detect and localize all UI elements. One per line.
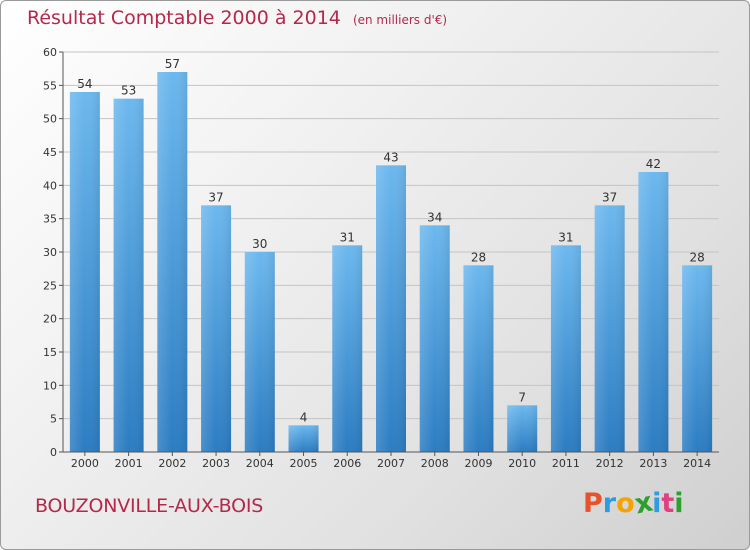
y-tick-label: 60 <box>43 46 57 59</box>
x-tick-label: 2007 <box>377 457 405 470</box>
x-tick-label: 2012 <box>596 457 624 470</box>
y-tick-label: 45 <box>43 146 57 159</box>
bar-value-label: 53 <box>121 84 136 98</box>
logo-letter: i <box>652 488 662 519</box>
bar-value-label: 31 <box>558 230 573 244</box>
bar-value-label: 28 <box>471 250 486 264</box>
logo-letter: P <box>583 488 603 519</box>
bar-value-label: 54 <box>77 77 92 91</box>
y-tick-label: 20 <box>43 313 57 326</box>
y-tick-label: 15 <box>43 346 57 359</box>
x-tick-label: 2008 <box>421 457 449 470</box>
bar-value-label: 4 <box>300 410 308 424</box>
y-tick-label: 0 <box>50 446 57 459</box>
x-tick-label: 2002 <box>158 457 186 470</box>
bar-value-label: 57 <box>165 57 180 71</box>
bar-shine-2012 <box>594 205 625 452</box>
bar-shine-2002 <box>157 72 188 452</box>
chart-title: Résultat Comptable 2000 à 2014 (en milli… <box>27 7 447 29</box>
bar-value-label: 30 <box>252 237 267 251</box>
bar-value-label: 42 <box>646 157 661 171</box>
x-tick-label: 2014 <box>683 457 711 470</box>
y-tick-label: 35 <box>43 213 57 226</box>
bar-shine-2000 <box>69 92 100 452</box>
chart-title-text: Résultat Comptable 2000 à 2014 <box>27 7 341 29</box>
y-tick-label: 40 <box>43 179 57 192</box>
bar-shine-2004 <box>244 252 275 452</box>
bar-shine-2007 <box>376 165 406 453</box>
logo-letter: t <box>661 488 675 519</box>
bars-layer: 54 53 57 37 30 4 31 43 34 28 7 31 37 42 28 <box>69 57 713 453</box>
x-tick-label: 2013 <box>639 457 667 470</box>
bar-shine-2001 <box>113 98 144 453</box>
bar-shine-2005 <box>288 425 319 452</box>
bar-value-label: 43 <box>383 150 398 164</box>
axis-layer: 0 5 10 15 20 25 30 35 40 45 50 55 60 2000 2001 2002 2003… <box>43 46 719 470</box>
x-tick-label: 2011 <box>552 457 580 470</box>
bar-shine-2011 <box>550 245 581 452</box>
x-tick-label: 2001 <box>115 457 143 470</box>
x-tick-label: 2009 <box>464 457 492 470</box>
bar-value-label: 37 <box>208 190 223 204</box>
y-tick-label: 50 <box>43 113 57 126</box>
x-tick-label: 2000 <box>71 457 99 470</box>
y-tick-label: 10 <box>43 379 57 392</box>
logo-letter: o <box>616 488 635 519</box>
proxiti-logo: Proxiti <box>583 487 684 521</box>
bar-shine-2014 <box>682 265 713 452</box>
bar-value-label: 31 <box>340 230 355 244</box>
y-tick-label: 5 <box>50 413 57 426</box>
x-tick-label: 2005 <box>290 457 318 470</box>
y-tick-label: 25 <box>43 279 57 292</box>
chart-subtitle: (en milliers d'€) <box>352 13 448 27</box>
x-tick-label: 2006 <box>333 457 361 470</box>
bar-value-label: 28 <box>689 250 704 264</box>
x-tick-label: 2010 <box>508 457 536 470</box>
bar-value-label: 37 <box>602 190 617 204</box>
bar-value-label: 7 <box>518 390 526 404</box>
bar-shine-2008 <box>419 225 450 452</box>
logo-letter: i <box>674 488 684 519</box>
bar-shine-2013 <box>638 172 669 452</box>
y-tick-label: 30 <box>43 246 57 259</box>
location-name: BOUZONVILLE-AUX-BOIS <box>35 495 264 517</box>
y-tick-label: 55 <box>43 79 57 92</box>
logo-letter: r <box>602 488 617 519</box>
x-tick-label: 2003 <box>202 457 230 470</box>
bar-shine-2006 <box>332 245 363 452</box>
bar-shine-2009 <box>463 265 494 452</box>
bar-shine-2010 <box>507 405 538 452</box>
x-tick-label: 2004 <box>246 457 274 470</box>
bar-value-label: 34 <box>427 210 442 224</box>
bar-shine-2003 <box>201 205 232 452</box>
